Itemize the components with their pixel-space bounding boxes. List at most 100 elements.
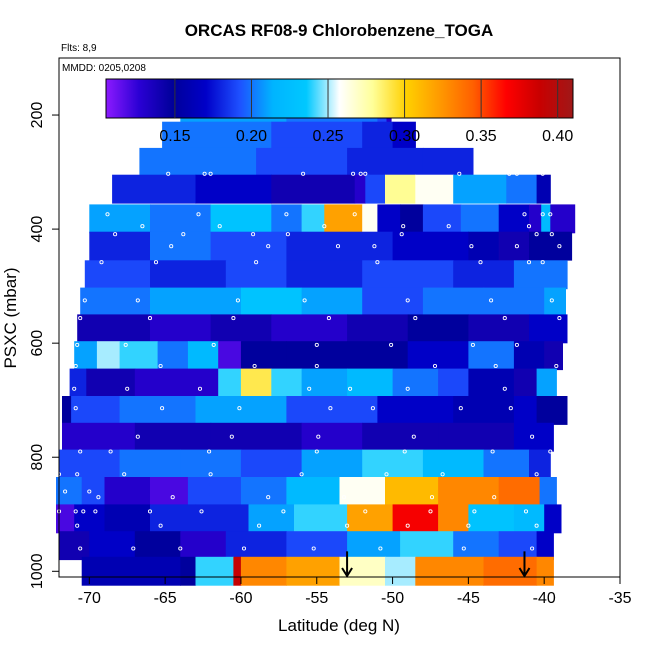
heat-cell xyxy=(536,531,554,561)
heat-cell xyxy=(150,260,227,290)
heat-cell xyxy=(56,477,83,506)
heat-cell xyxy=(180,531,227,561)
sample-point xyxy=(469,244,474,249)
heat-cell xyxy=(354,174,366,204)
sample-point xyxy=(507,171,512,176)
sample-point xyxy=(526,260,532,265)
heat-cell xyxy=(550,204,576,234)
sample-point xyxy=(208,472,213,477)
sample-point xyxy=(399,232,404,237)
heat-cell xyxy=(96,341,121,371)
sample-point xyxy=(266,495,271,500)
x-tick-label: -40 xyxy=(533,590,556,607)
sample-point xyxy=(534,232,539,237)
sample-point xyxy=(307,386,312,391)
arrow-marker xyxy=(518,551,531,578)
heat-cell xyxy=(248,504,295,534)
heat-cell xyxy=(362,204,378,234)
heat-cell xyxy=(301,204,325,234)
heat-cell xyxy=(210,231,287,261)
heat-cell xyxy=(498,477,541,506)
sample-point xyxy=(241,546,247,551)
heat-cell xyxy=(513,341,545,371)
heat-cell xyxy=(536,368,557,398)
heat-cell xyxy=(498,531,538,561)
sample-point xyxy=(266,244,271,249)
heat-cell xyxy=(74,341,98,371)
heat-cell xyxy=(286,341,348,371)
y-tick-label: 600 xyxy=(29,330,46,357)
heat-cell xyxy=(71,396,121,425)
x-tick-label: -45 xyxy=(457,590,480,607)
sample-point xyxy=(105,212,110,217)
heat-cell xyxy=(506,174,538,204)
heat-cell xyxy=(150,477,189,506)
sample-point xyxy=(554,363,559,369)
sample-point xyxy=(478,260,483,265)
sample-point xyxy=(470,342,475,347)
sample-point xyxy=(345,523,350,528)
sample-point xyxy=(96,495,101,500)
y-axis-label: PSXC (mbar) xyxy=(1,267,20,368)
heat-cell xyxy=(187,341,219,371)
sample-point xyxy=(429,495,435,500)
flights-label: Flts: 8,9 xyxy=(61,43,97,54)
heat-cell xyxy=(544,504,562,534)
heat-cell xyxy=(225,260,287,290)
y-tick-label: 400 xyxy=(29,216,46,243)
sample-point xyxy=(207,449,212,454)
heat-cell xyxy=(150,287,242,317)
sample-point xyxy=(237,406,242,411)
heat-cell xyxy=(271,204,303,234)
heat-cell xyxy=(210,314,272,344)
heat-cell xyxy=(422,449,485,479)
sample-point xyxy=(285,232,290,237)
arrow-marker xyxy=(341,551,353,578)
heat-cell xyxy=(301,449,363,479)
sample-point xyxy=(514,171,519,176)
sample-point xyxy=(440,472,445,477)
heat-cell xyxy=(301,287,363,317)
heat-cell xyxy=(84,260,151,290)
heat-cell xyxy=(536,556,554,586)
date-label: MMDD: 0205,0208 xyxy=(62,63,146,74)
sample-point xyxy=(284,212,289,217)
sample-point xyxy=(125,386,130,391)
heat-cell xyxy=(536,174,551,204)
sample-point xyxy=(352,212,357,217)
sample-point xyxy=(523,509,529,514)
heat-cell xyxy=(468,314,530,344)
colorbar-tick-label: 0.20 xyxy=(236,128,267,145)
sample-point xyxy=(235,298,240,303)
sample-point xyxy=(78,546,83,551)
heat-cell xyxy=(180,556,197,586)
sample-point xyxy=(314,449,319,454)
sample-point xyxy=(472,509,477,514)
sample-point xyxy=(490,449,495,454)
heat-cell xyxy=(483,556,538,586)
heat-cell xyxy=(256,147,348,177)
chart-title: ORCAS RF08-9 Chlorobenzene_TOGA xyxy=(185,21,494,40)
sample-point xyxy=(351,171,356,176)
sample-point xyxy=(411,434,416,439)
sample-point xyxy=(557,244,562,249)
x-tick-label: -70 xyxy=(78,590,101,607)
heat-cell xyxy=(286,477,341,506)
heat-cell xyxy=(225,531,287,561)
sample-point xyxy=(363,509,368,514)
heat-cell xyxy=(62,396,72,425)
heat-cell xyxy=(150,314,212,344)
sample-point xyxy=(493,363,498,369)
heat-cell xyxy=(134,422,212,452)
heat-cell xyxy=(498,231,530,261)
colorbar: 0.15 0.20 0.25 0.30 0.35 0.40 xyxy=(105,78,574,145)
heat-cell xyxy=(233,556,242,586)
sample-point xyxy=(73,509,78,514)
arrow-markers xyxy=(341,551,531,578)
sample-point xyxy=(446,224,451,229)
sample-point xyxy=(428,509,433,514)
sample-point xyxy=(514,244,519,249)
heat-cell xyxy=(150,504,197,534)
sample-point xyxy=(328,406,333,411)
